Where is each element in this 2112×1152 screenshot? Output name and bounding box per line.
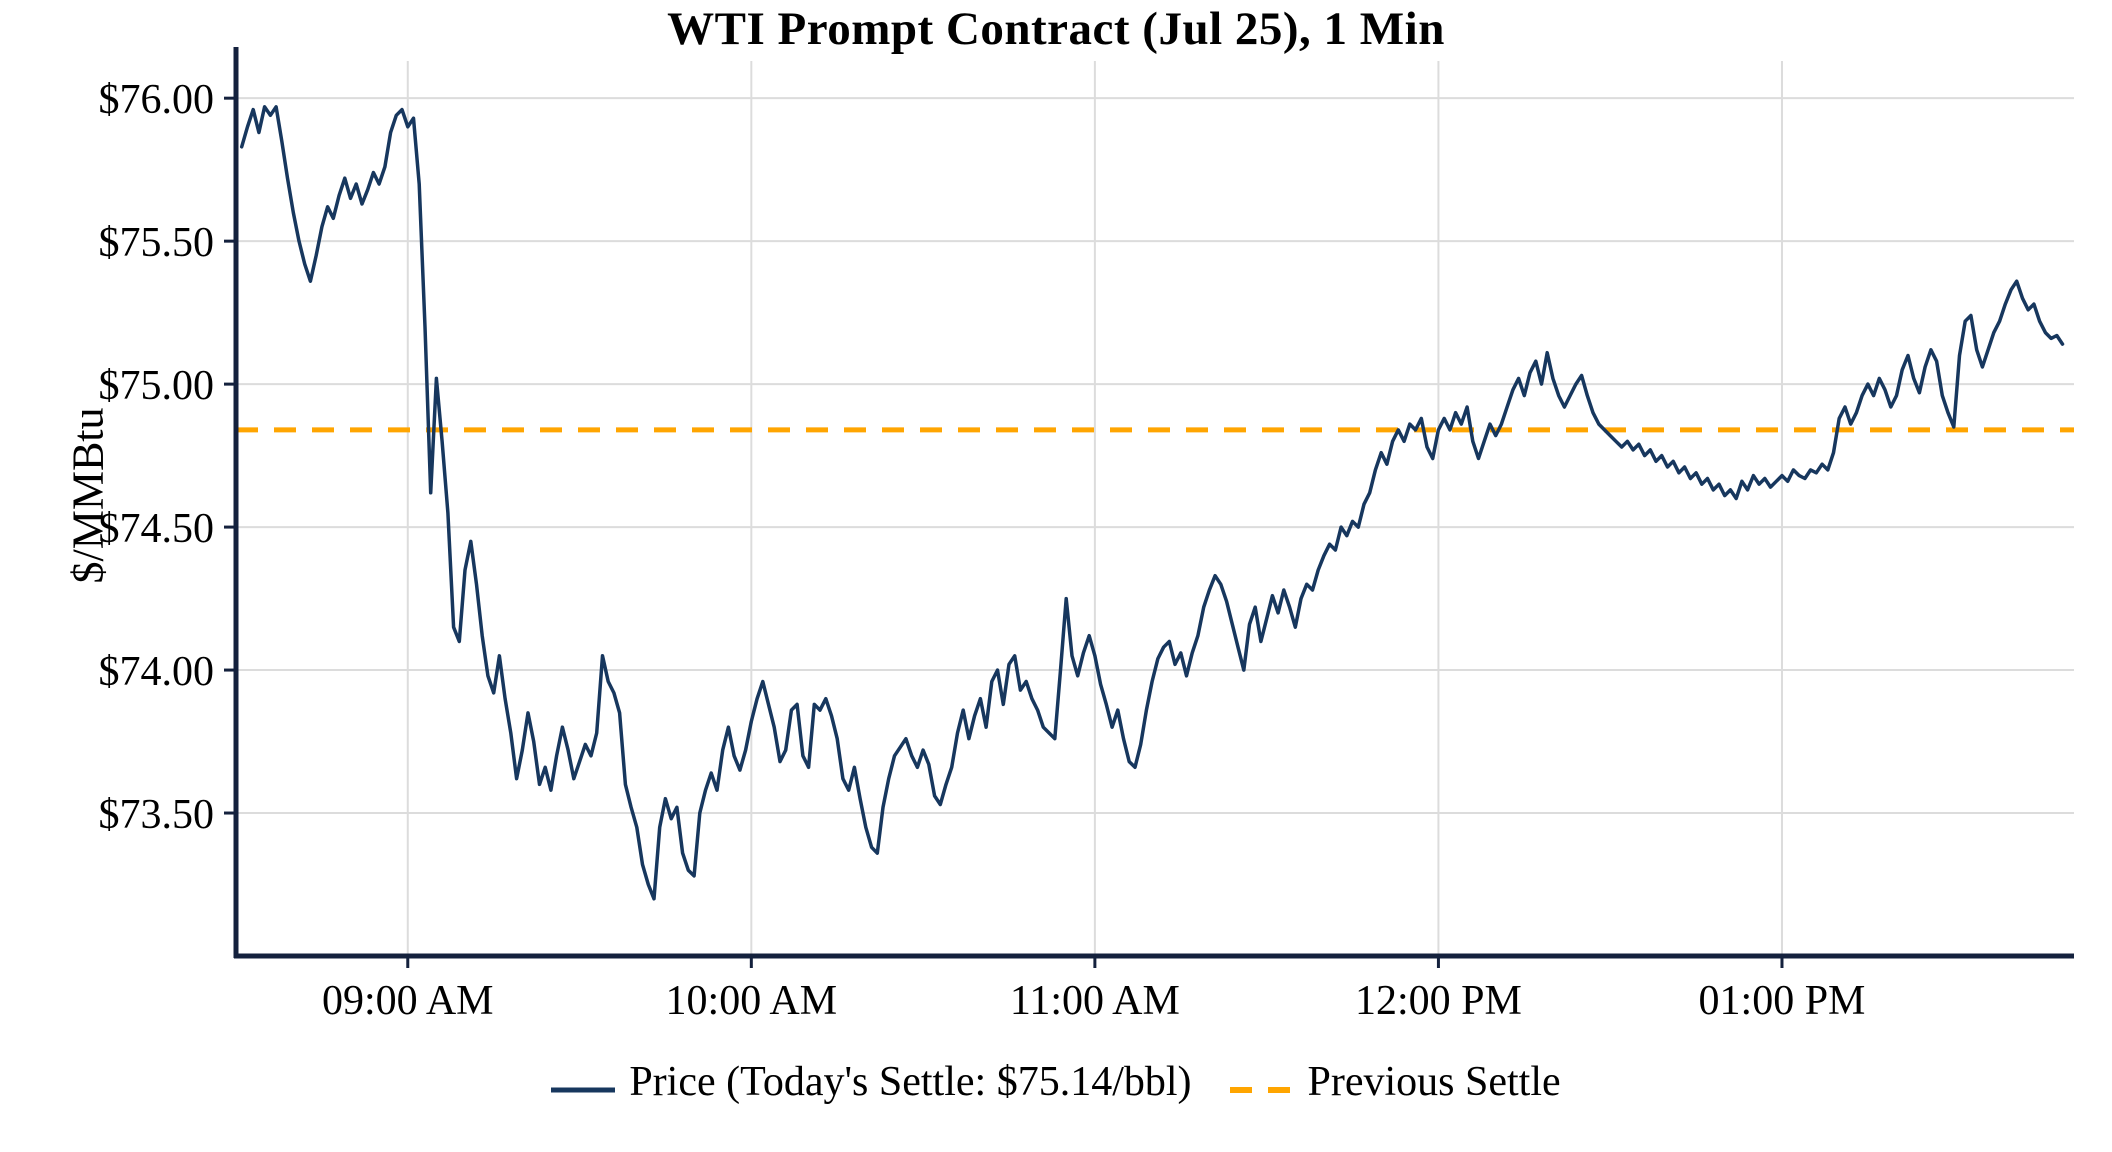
x-tick-label: 11:00 AM xyxy=(1010,978,1180,1024)
price-line-series xyxy=(239,105,2065,901)
price-line-swatch-icon xyxy=(551,1058,616,1106)
y-tick-label: $76.00 xyxy=(99,77,215,123)
chart-legend: Price (Today's Settle: $75.14/bbl) Previ… xyxy=(0,1058,2112,1106)
previous-settle-dash-swatch-icon xyxy=(1229,1058,1294,1106)
y-tick-label: $73.50 xyxy=(99,792,215,838)
x-tick-label: 10:00 AM xyxy=(666,978,838,1024)
y-tick-label: $75.50 xyxy=(99,220,215,266)
legend-label-previous-settle: Previous Settle xyxy=(1307,1059,1561,1105)
x-tick-label: 09:00 AM xyxy=(322,978,494,1024)
y-tick-label: $74.00 xyxy=(99,649,215,695)
x-tick-label: 01:00 PM xyxy=(1699,978,1866,1024)
legend-item-price: Price (Today's Settle: $75.14/bbl) xyxy=(551,1058,1192,1106)
legend-item-previous-settle: Previous Settle xyxy=(1229,1058,1561,1106)
chart-title: WTI Prompt Contract (Jul 25), 1 Min xyxy=(667,3,1445,55)
x-tick-label: 12:00 PM xyxy=(1355,978,1522,1024)
y-tick-label: $74.50 xyxy=(99,506,215,552)
legend-label-price: Price (Today's Settle: $75.14/bbl) xyxy=(629,1059,1192,1105)
y-tick-label: $75.00 xyxy=(99,363,215,409)
